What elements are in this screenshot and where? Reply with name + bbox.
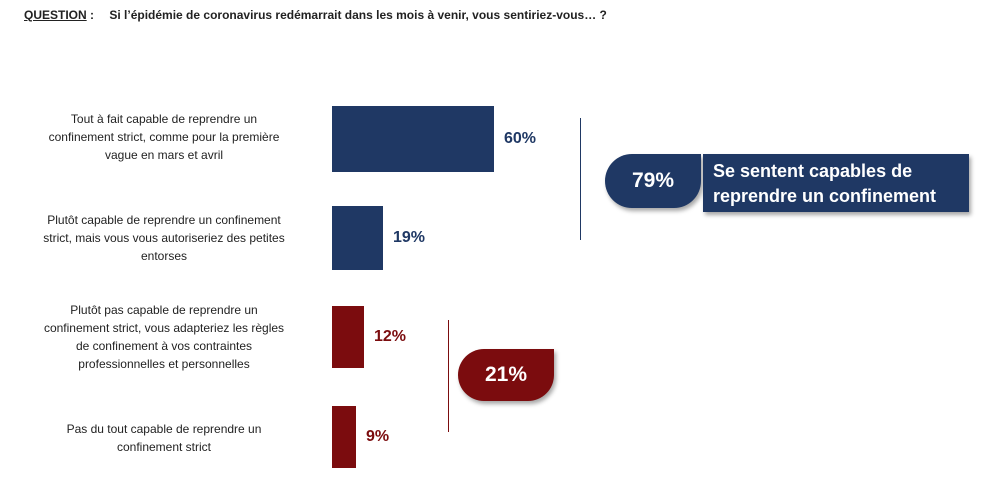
category-label-line: Tout à fait capable de reprendre un xyxy=(70,112,258,126)
category-label-line: de confinement à vos contraintes xyxy=(75,339,253,353)
category-label: Plutôt pas capable de reprendre un confin… xyxy=(14,301,314,373)
capable-bracket-line xyxy=(580,118,581,240)
bar xyxy=(332,106,494,172)
category-label-line: strict, mais vous vous autoriseriez des … xyxy=(43,231,285,245)
category-label: Pas du tout capable de reprendre un confi… xyxy=(14,420,314,456)
question-label: QUESTION xyxy=(24,8,87,22)
question-text: Si l’épidémie de coronavirus redémarrait… xyxy=(109,8,607,22)
value-label: 19% xyxy=(393,229,426,246)
bar xyxy=(332,306,364,368)
capable-total-value: 79% xyxy=(631,169,675,192)
value-label: 9% xyxy=(366,428,390,445)
category-label: Plutôt capable de reprendre un confineme… xyxy=(14,211,314,265)
question-header: QUESTION : Si l’épidémie de coronavirus … xyxy=(24,8,607,22)
category-label-line: confinement strict, comme pour la premiè… xyxy=(48,130,280,144)
bar xyxy=(332,406,356,468)
capable-total-oval: 79% xyxy=(605,154,701,208)
category-label-line: confinement strict, vous adapteriez les … xyxy=(43,321,285,335)
category-label-line: confinement strict xyxy=(116,440,212,454)
question-separator: : xyxy=(90,8,95,22)
category-label-line: Pas du tout capable de reprendre un xyxy=(66,422,262,436)
capable-caption-line-1: Se sentent capables de xyxy=(713,161,913,181)
pas-capable-total-oval: 21% xyxy=(458,349,554,401)
category-label-line: Plutôt pas capable de reprendre un xyxy=(70,303,258,317)
category-label-line: entorses xyxy=(140,249,188,263)
category-label: Tout à fait capable de reprendre un confi… xyxy=(14,110,314,164)
value-label: 12% xyxy=(374,328,407,345)
category-label-line: Plutôt capable de reprendre un confineme… xyxy=(47,213,281,227)
pas-capable-total-value: 21% xyxy=(484,363,528,386)
pas-capable-bracket-line xyxy=(448,320,449,432)
capable-caption-box: Se sentent capables de reprendre un conf… xyxy=(703,154,969,212)
category-label-line: vague en mars et avril xyxy=(104,148,224,162)
category-label-line: professionnelles et personnelles xyxy=(78,357,250,371)
bar xyxy=(332,206,383,270)
value-label: 60% xyxy=(504,130,537,147)
capable-caption-line-2: reprendre un confinement xyxy=(713,186,937,206)
